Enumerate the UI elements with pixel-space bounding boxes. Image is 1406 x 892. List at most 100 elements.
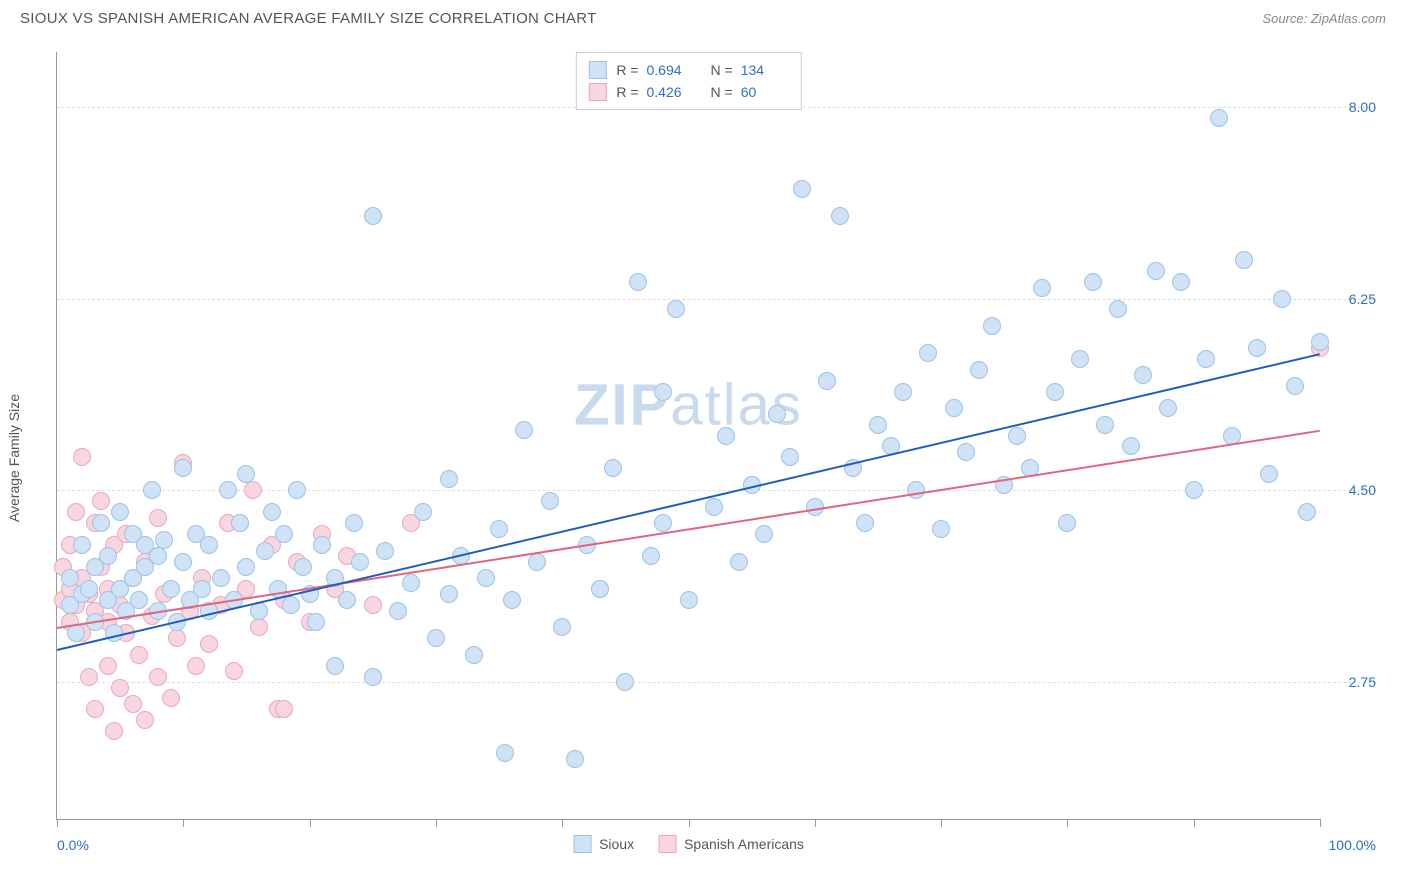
sioux-label: Sioux <box>599 836 634 852</box>
data-point <box>237 558 255 576</box>
data-point <box>364 207 382 225</box>
data-point <box>174 553 192 571</box>
data-point <box>61 569 79 587</box>
data-point <box>541 492 559 510</box>
data-point <box>945 399 963 417</box>
data-point <box>1122 437 1140 455</box>
x-axis-end-label: 100.0% <box>1329 837 1376 853</box>
data-point <box>187 657 205 675</box>
data-point <box>1172 273 1190 291</box>
data-point <box>1134 366 1152 384</box>
x-tick <box>310 819 311 827</box>
data-point <box>67 503 85 521</box>
gridline <box>57 299 1376 300</box>
source-link[interactable]: ZipAtlas.com <box>1311 11 1386 26</box>
x-tick <box>1194 819 1195 827</box>
sioux-swatch <box>588 61 606 79</box>
x-tick <box>436 819 437 827</box>
correlation-legend: R = 0.694 N = 134 R = 0.426 N = 60 <box>575 52 801 110</box>
data-point <box>440 470 458 488</box>
data-point <box>149 509 167 527</box>
data-point <box>130 591 148 609</box>
legend-item-spanish: Spanish Americans <box>658 835 804 853</box>
y-tick-label: 8.00 <box>1326 99 1376 115</box>
data-point <box>168 629 186 647</box>
data-point <box>105 722 123 740</box>
data-point <box>654 514 672 532</box>
data-point <box>282 596 300 614</box>
data-point <box>553 618 571 636</box>
data-point <box>496 744 514 762</box>
data-point <box>1071 350 1089 368</box>
data-point <box>275 700 293 718</box>
data-point <box>200 536 218 554</box>
data-point <box>414 503 432 521</box>
data-point <box>427 629 445 647</box>
data-point <box>793 180 811 198</box>
data-point <box>162 580 180 598</box>
data-point <box>1260 465 1278 483</box>
data-point <box>345 514 363 532</box>
spanish-swatch <box>588 83 606 101</box>
data-point <box>1298 503 1316 521</box>
data-point <box>604 459 622 477</box>
data-point <box>307 613 325 631</box>
data-point <box>528 553 546 571</box>
data-point <box>256 542 274 560</box>
sioux-r-value: 0.694 <box>647 62 695 78</box>
data-point <box>86 700 104 718</box>
data-point <box>130 646 148 664</box>
data-point <box>1084 273 1102 291</box>
chart-title: SIOUX VS SPANISH AMERICAN AVERAGE FAMILY… <box>20 10 597 27</box>
data-point <box>730 553 748 571</box>
data-point <box>200 635 218 653</box>
data-point <box>1159 399 1177 417</box>
data-point <box>237 465 255 483</box>
data-point <box>642 547 660 565</box>
data-point <box>1109 300 1127 318</box>
x-tick <box>941 819 942 827</box>
sioux-n-value: 134 <box>741 62 789 78</box>
data-point <box>250 618 268 636</box>
spanish-r-value: 0.426 <box>647 84 695 100</box>
data-point <box>515 421 533 439</box>
data-point <box>73 448 91 466</box>
data-point <box>225 662 243 680</box>
data-point <box>629 273 647 291</box>
data-point <box>288 481 306 499</box>
data-point <box>1248 339 1266 357</box>
data-point <box>92 492 110 510</box>
data-point <box>351 553 369 571</box>
legend-item-sioux: Sioux <box>573 835 634 853</box>
x-tick <box>57 819 58 827</box>
x-tick <box>815 819 816 827</box>
spanish-swatch-icon <box>658 835 676 853</box>
data-point <box>263 503 281 521</box>
data-point <box>831 207 849 225</box>
data-point <box>1210 109 1228 127</box>
data-point <box>755 525 773 543</box>
data-point <box>667 300 685 318</box>
data-point <box>212 569 230 587</box>
data-point <box>680 591 698 609</box>
data-point <box>869 416 887 434</box>
data-point <box>402 574 420 592</box>
data-point <box>907 481 925 499</box>
data-point <box>705 498 723 516</box>
data-point <box>364 596 382 614</box>
data-point <box>92 514 110 532</box>
data-point <box>149 668 167 686</box>
data-point <box>654 383 672 401</box>
data-point <box>1008 427 1026 445</box>
spanish-label: Spanish Americans <box>684 836 804 852</box>
data-point <box>1096 416 1114 434</box>
data-point <box>364 668 382 686</box>
data-point <box>1197 350 1215 368</box>
data-point <box>99 547 117 565</box>
data-point <box>99 657 117 675</box>
data-point <box>162 689 180 707</box>
x-axis-start-label: 0.0% <box>57 837 89 853</box>
data-point <box>768 405 786 423</box>
data-point <box>1311 333 1329 351</box>
header-bar: SIOUX VS SPANISH AMERICAN AVERAGE FAMILY… <box>0 0 1406 35</box>
